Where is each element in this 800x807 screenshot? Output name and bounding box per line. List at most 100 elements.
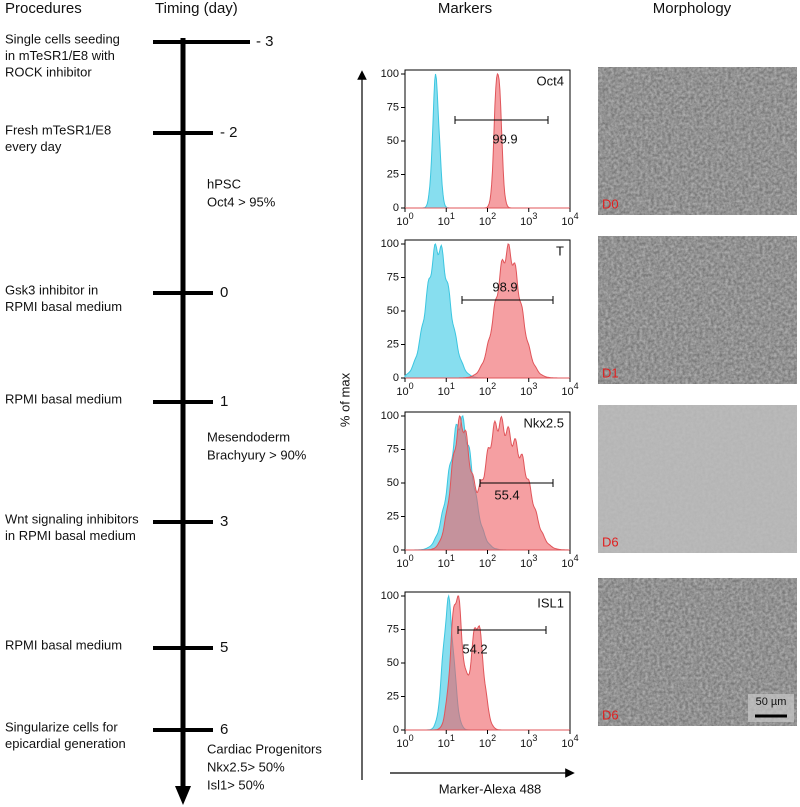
x-tick-exp: 1	[450, 553, 455, 563]
procedure-text: RPMI basal medium	[5, 391, 122, 406]
day-label: 5	[220, 639, 228, 656]
header: Morphology	[653, 0, 732, 17]
stage-note: Cardiac Progenitors	[207, 741, 322, 756]
scale-label: 50 µm	[756, 696, 787, 708]
day-label: 1	[220, 393, 228, 410]
x-tick-base: 10	[561, 216, 573, 228]
x-tick-exp: 0	[409, 211, 414, 221]
x-tick-label: 100	[396, 733, 413, 750]
x-tick-base: 10	[520, 386, 532, 398]
y-tick-label: 0	[393, 544, 399, 556]
y-tick-label: 75	[387, 101, 399, 113]
procedure-text: Singularize cells for	[5, 719, 118, 734]
x-tick-label: 103	[520, 733, 537, 750]
x-tick-label: 103	[520, 553, 537, 570]
x-tick-base: 10	[561, 386, 573, 398]
micrograph-texture	[598, 236, 797, 384]
gate-value: 98.9	[492, 279, 517, 294]
x-tick-label: 104	[561, 211, 578, 228]
x-tick-base: 10	[396, 558, 408, 570]
x-tick-exp: 1	[450, 733, 455, 743]
x-tick-base: 10	[561, 738, 573, 750]
x-tick-base: 10	[438, 216, 450, 228]
stage-note: Mesendoderm	[207, 429, 290, 444]
stage-note: Nkx2.5> 50%	[207, 759, 285, 774]
x-tick-exp: 3	[532, 733, 537, 743]
procedure-text: Gsk3 inhibitor in	[5, 282, 98, 297]
micrograph-texture	[598, 405, 797, 553]
y-tick-label: 0	[393, 202, 399, 214]
day-label: 3	[220, 513, 228, 530]
gate-value: 55.4	[494, 487, 519, 502]
stage-note: Oct4 > 95%	[207, 194, 276, 209]
x-tick-exp: 4	[574, 733, 579, 743]
day-tag: D6	[602, 707, 619, 722]
x-tick-label: 104	[561, 733, 578, 750]
x-tick-base: 10	[479, 386, 491, 398]
y-tick-label: 50	[387, 477, 399, 489]
stage-note: Isl1> 50%	[207, 777, 265, 792]
x-tick-base: 10	[479, 558, 491, 570]
y-tick-label: 50	[387, 305, 399, 317]
y-tick-label: 25	[387, 690, 399, 702]
header: Procedures	[5, 0, 82, 17]
x-tick-label: 101	[438, 211, 455, 228]
x-tick-base: 10	[479, 216, 491, 228]
x-tick-label: 101	[438, 381, 455, 398]
x-tick-exp: 2	[491, 211, 496, 221]
y-tick-label: 100	[381, 590, 399, 602]
micrograph-texture	[598, 67, 797, 215]
x-tick-base: 10	[520, 738, 532, 750]
x-tick-base: 10	[438, 386, 450, 398]
x-tick-label: 104	[561, 381, 578, 398]
x-tick-base: 10	[438, 558, 450, 570]
day-label: - 2	[220, 124, 238, 141]
x-tick-label: 101	[438, 733, 455, 750]
procedure-text: epicardial generation	[5, 736, 126, 751]
x-tick-base: 10	[396, 216, 408, 228]
marker-name: Oct4	[537, 73, 564, 88]
y-tick-label: 25	[387, 168, 399, 180]
marker-name: ISL1	[537, 595, 564, 610]
procedure-text: RPMI basal medium	[5, 637, 122, 652]
header: Markers	[438, 0, 492, 17]
y-tick-label: 75	[387, 623, 399, 635]
x-tick-base: 10	[520, 558, 532, 570]
x-tick-label: 103	[520, 381, 537, 398]
y-tick-label: 25	[387, 338, 399, 350]
y-tick-label: 100	[381, 238, 399, 250]
timeline-arrow	[175, 786, 191, 805]
x-tick-exp: 0	[409, 381, 414, 391]
procedure-text: Fresh mTeSR1/E8	[5, 122, 111, 137]
y-tick-label: 75	[387, 443, 399, 455]
x-tick-exp: 1	[450, 381, 455, 391]
procedure-text: RPMI basal medium	[5, 299, 122, 314]
x-tick-exp: 3	[532, 553, 537, 563]
y-axis-label: % of max	[337, 372, 352, 427]
histogram-curve	[405, 72, 570, 209]
x-tick-base: 10	[396, 738, 408, 750]
day-tag: D1	[602, 365, 619, 380]
day-tag: D0	[602, 196, 619, 211]
x-tick-base: 10	[520, 216, 532, 228]
histogram-curve	[405, 595, 570, 731]
x-tick-exp: 4	[574, 553, 579, 563]
histogram-curve	[405, 243, 570, 379]
y-tick-label: 50	[387, 135, 399, 147]
procedure-text: every day	[5, 139, 62, 154]
procedure-text: Single cells seeding	[5, 31, 120, 46]
x-tick-base: 10	[438, 738, 450, 750]
x-tick-label: 100	[396, 381, 413, 398]
day-label: 6	[220, 721, 228, 738]
y-tick-label: 0	[393, 372, 399, 384]
y-tick-label: 0	[393, 724, 399, 736]
x-tick-label: 102	[479, 733, 496, 750]
y-tick-label: 75	[387, 271, 399, 283]
x-tick-base: 10	[396, 386, 408, 398]
procedure-text: Wnt signaling inhibitors	[5, 511, 139, 526]
y-tick-label: 100	[381, 68, 399, 80]
x-tick-base: 10	[479, 738, 491, 750]
day-label: 0	[220, 284, 228, 301]
day-label: - 3	[256, 33, 274, 50]
